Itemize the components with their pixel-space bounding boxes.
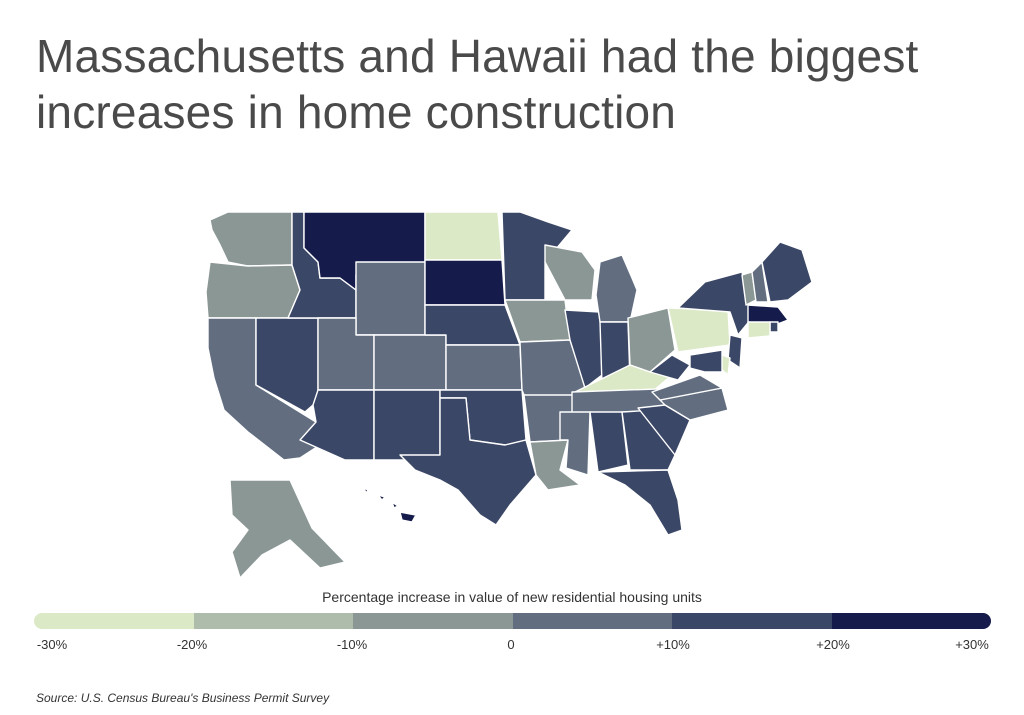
state-maryland xyxy=(689,349,723,373)
states-layer xyxy=(205,211,813,579)
state-wyoming xyxy=(355,261,426,336)
legend-tick-label: -20% xyxy=(176,637,208,652)
state-kansas xyxy=(445,344,523,391)
state-ohio xyxy=(627,307,676,373)
legend-tick-label: +20% xyxy=(816,637,850,652)
legend-color-bar xyxy=(34,613,991,629)
state-pennsylvania xyxy=(667,307,731,353)
state-new-mexico xyxy=(373,389,441,461)
state-new-jersey xyxy=(727,334,743,369)
state-alaska xyxy=(229,479,346,579)
state-north-dakota xyxy=(424,211,503,261)
legend-bin-4 xyxy=(512,613,672,629)
state-connecticut xyxy=(747,321,771,339)
state-hawaii xyxy=(363,487,417,523)
state-south-dakota xyxy=(424,259,506,306)
state-massachusetts xyxy=(747,304,789,326)
legend-tick-label: 0 xyxy=(507,637,515,652)
legend-title: Percentage increase in value of new resi… xyxy=(322,589,702,605)
chart-title: Massachusetts and Hawaii had the biggest… xyxy=(36,30,919,138)
legend-tick-label: -30% xyxy=(36,637,68,652)
legend-tick-label: +10% xyxy=(656,637,690,652)
state-new-hampshire xyxy=(751,261,769,303)
state-colorado xyxy=(373,334,447,391)
legend-bin-5 xyxy=(672,613,832,629)
legend-ticks: -30% -20% -10% 0 +10% +20% +30% xyxy=(0,637,1024,657)
source-note: Source: U.S. Census Bureau's Business Pe… xyxy=(36,691,330,705)
legend-bin-1 xyxy=(34,613,194,629)
state-alabama xyxy=(589,411,629,473)
legend-tick-label: +30% xyxy=(955,637,989,652)
legend-bin-6 xyxy=(831,613,991,629)
state-michigan xyxy=(595,254,638,323)
state-oregon xyxy=(205,261,301,319)
legend-bin-2 xyxy=(193,613,353,629)
state-rhode-island xyxy=(769,321,779,333)
state-florida xyxy=(597,469,683,536)
state-illinois xyxy=(564,309,603,389)
legend-bin-3 xyxy=(353,613,513,629)
state-virginia xyxy=(651,374,723,401)
legend-tick-label: -10% xyxy=(336,637,368,652)
us-choropleth-map xyxy=(205,211,813,579)
state-washington xyxy=(209,211,293,267)
state-wisconsin xyxy=(544,244,596,301)
state-maine xyxy=(761,241,813,303)
